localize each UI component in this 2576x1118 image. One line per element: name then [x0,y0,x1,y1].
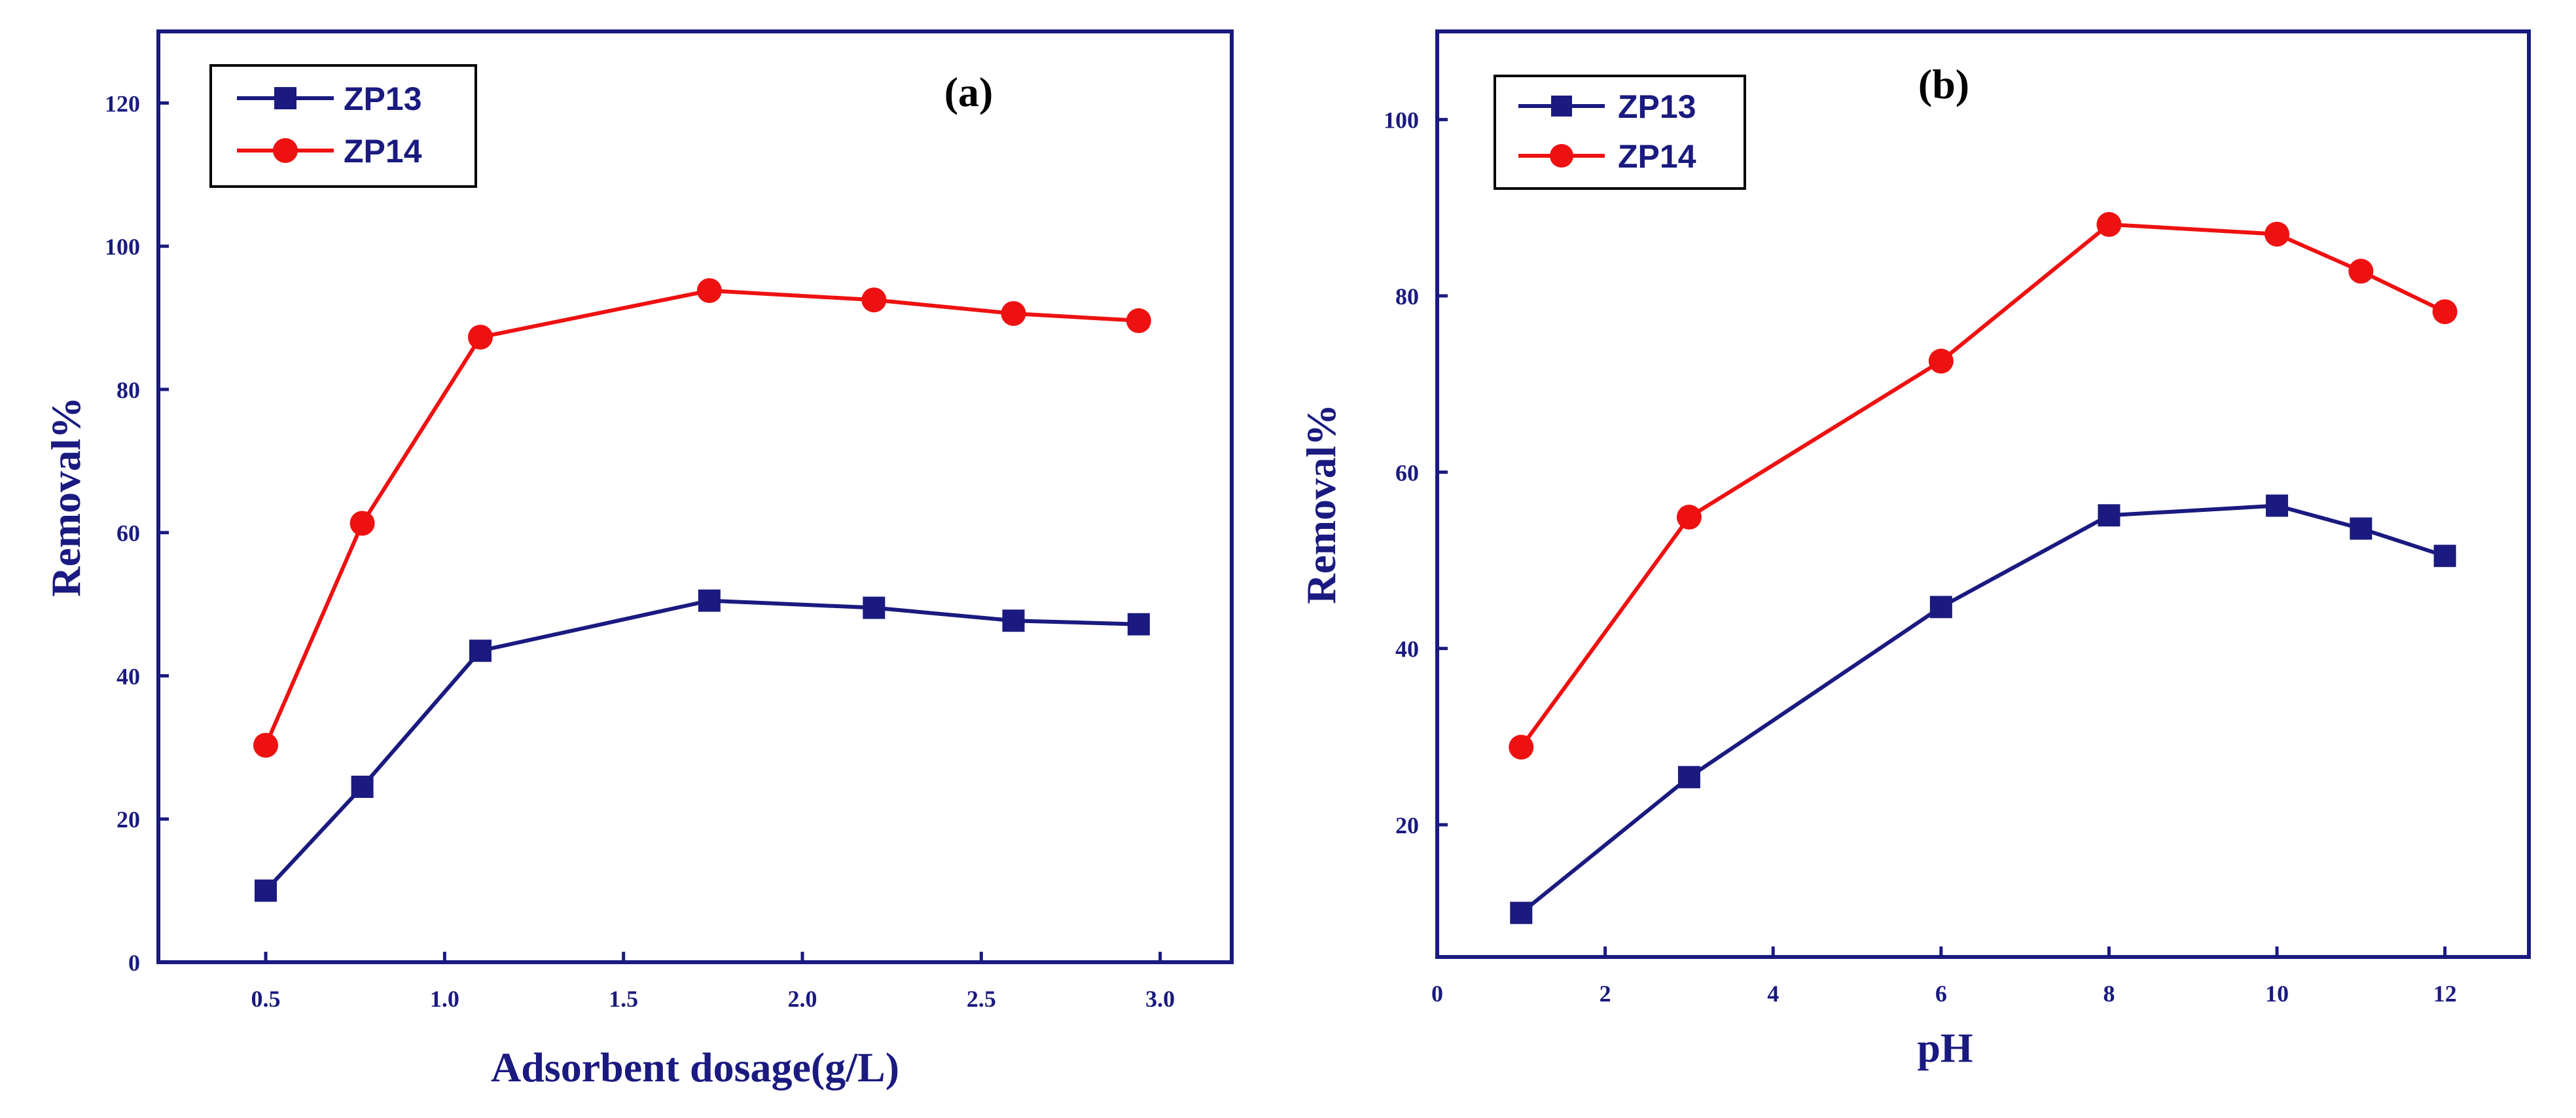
panel-a-x-tick-label: 2.5 [967,986,996,1012]
panel-a-y-tick-labels: 0 20 40 60 80 100 120 [105,90,140,976]
panel-a-zp13-point [863,596,885,619]
panel-a-x-axis-label: Adsorbent dosage(g/L) [491,1044,899,1091]
panel-b-zp13-point [1677,766,1700,789]
panel-a-y-tick-label: 40 [116,663,140,689]
panel-a-legend-zp14-marker [273,138,298,163]
panel-a-zp13-point [469,640,492,662]
panel-a-zp13-point [1002,609,1025,632]
panel-a-zp13-point [255,879,277,902]
panel-a-zp13-line [264,598,1139,892]
panel-b-zp14-point [2096,211,2122,237]
panel-a-y-tick-label: 60 [116,520,140,547]
panel-b-legend-zp14-label: ZP14 [1618,138,1696,175]
panel-a-title: (a) [944,69,993,115]
panel-b-zp13-point [1929,596,1952,619]
panel-b-zp14-point [2348,259,2374,284]
panel-a-x-tick-label: 2.0 [788,986,817,1012]
panel-b-x-tick-label: 6 [1935,981,1947,1007]
panel-b-zp13-line [1520,503,2446,915]
panel-b-zp14-point [2432,299,2458,325]
panel-b-legend-zp13-marker [1551,96,1572,117]
panel-a-zp14-point [1001,300,1026,326]
panel-b-zp14-point [1509,734,1534,760]
panel-a-y-tick-label: 20 [116,806,140,833]
panel-b-plot-frame [1435,29,2531,959]
panel-a-y-tick-label: 120 [105,90,140,117]
panel-a-y-tick-label: 80 [116,377,140,403]
panel-a-legend-box [209,64,477,188]
panel-b-legend-zp13-label: ZP13 [1618,88,1696,125]
panel-a-zp14-point [253,732,278,758]
panel-b-y-tick-label: 60 [1395,460,1419,486]
panel-a-ticks [158,101,1162,964]
panel-a-legend-zp13-label: ZP13 [344,81,422,117]
panel-b-y-tick-label: 20 [1395,812,1419,838]
panel-b-zp13-point [2266,494,2289,517]
panel-b-x-axis-label: pH [1917,1024,1973,1071]
panel-a-zp14-point [468,325,493,350]
panel-a-zp14-line [264,288,1139,746]
panel-b-x-tick-label: 4 [1767,981,1779,1007]
panel-a-y-tick-label: 0 [128,950,140,976]
panel-a-zp14-point [349,511,375,536]
panel-b-x-tick-label: 2 [1600,981,1611,1007]
panel-b: 0 2 4 6 8 10 12 20 40 60 80 100 pH Removal% (b) ZP… [1298,29,2531,1071]
panel-b-x-tick-labels: 0 2 4 6 8 10 12 [1431,981,2457,1007]
panel-a-y-tick-label: 100 [105,234,140,260]
panel-a-x-tick-label: 0.5 [251,986,281,1012]
panel-b-zp13-point [2433,545,2456,568]
panel-b-x-tick-label: 12 [2433,981,2457,1007]
panel-b-zp14-point [1928,348,1954,374]
panel-a-legend-zp14-label: ZP14 [344,133,422,170]
panel-b-y-axis-label: Removal% [1298,404,1344,604]
panel-b-zp13-point [1510,901,1533,924]
panel-a-zp14-point [696,278,722,303]
panel-a: 0.5 1.0 1.5 2.0 2.5 3.0 0 20 40 60 80 100 120 Adsor… [43,29,1234,1091]
panel-b-legend: ZP13 ZP14 [1494,75,1746,190]
panel-a-x-tick-label: 1.5 [609,986,638,1012]
panel-b-legend-zp14-marker [1550,144,1573,168]
panel-b-zp14-point [2264,221,2290,247]
panel-a-legend: ZP13 ZP14 [209,64,477,188]
panel-b-y-tick-label: 80 [1395,283,1419,310]
panel-b-zp13-point [2098,504,2120,527]
panel-b-ticks [1435,118,2447,957]
panel-b-title: (b) [1918,61,1969,107]
panel-a-zp13-point [1127,613,1150,636]
panel-b-y-tick-label: 100 [1384,107,1419,134]
panel-a-zp13-point [351,776,374,799]
panel-b-legend-box [1494,75,1746,190]
panel-a-zp14-point [861,287,887,313]
panel-b-x-tick-label: 8 [2103,981,2115,1007]
panel-a-plot-frame [156,29,1234,964]
panel-b-x-tick-label: 10 [2265,981,2289,1007]
panel-b-zp14-line [1519,222,2446,749]
panel-b-zp14-point [1676,505,1702,530]
panel-a-x-tick-label: 3.0 [1145,986,1175,1012]
panel-a-x-tick-labels: 0.5 1.0 1.5 2.0 2.5 3.0 [251,986,1175,1012]
panel-a-series [253,278,1151,902]
panel-a-legend-zp13-marker [274,87,296,109]
panel-b-series [1509,211,2458,924]
panel-b-zp13-point [2350,517,2372,540]
panel-b-y-tick-labels: 20 40 60 80 100 [1384,107,1419,838]
panel-a-zp14-point [1126,308,1151,333]
panel-b-x-tick-label: 0 [1431,981,1443,1007]
panel-b-y-tick-label: 40 [1395,636,1419,662]
panel-a-y-axis-label: Removal% [43,397,89,597]
panel-a-x-tick-label: 1.0 [430,986,459,1012]
panel-a-zp13-point [698,589,721,612]
